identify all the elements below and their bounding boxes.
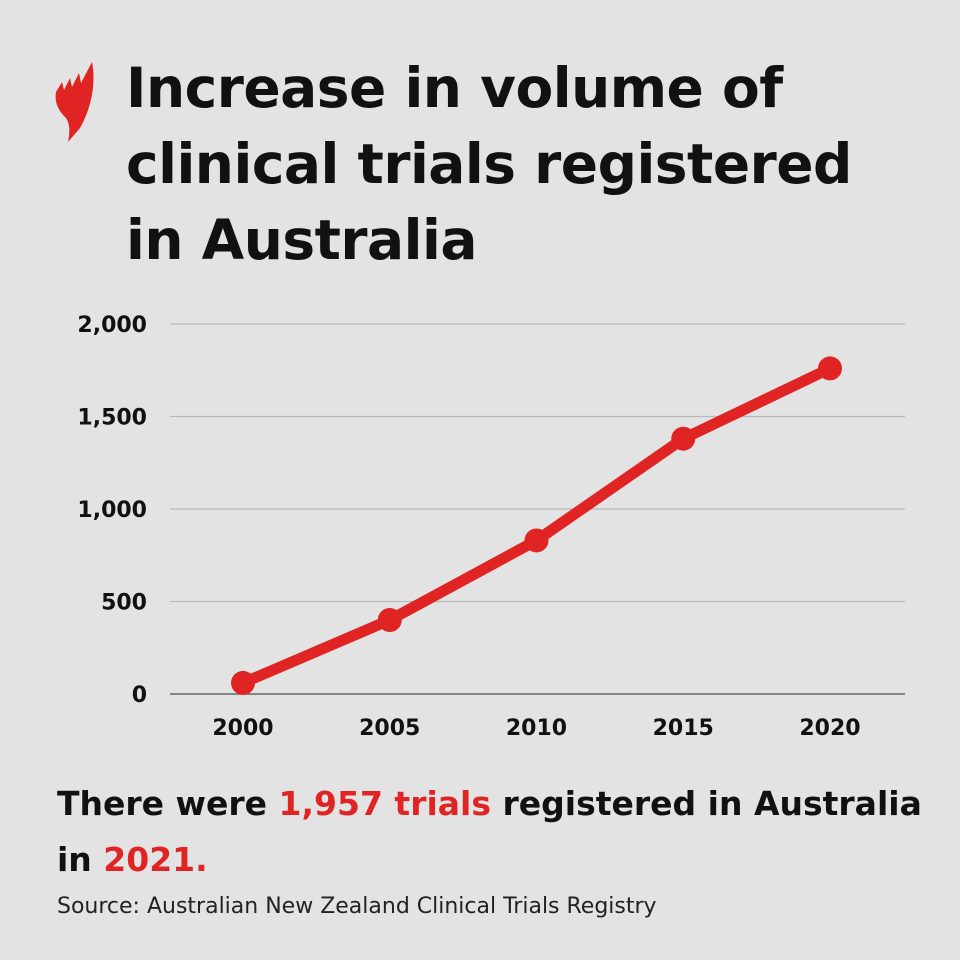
summary-text: There were 1,957 trials registered in Au… xyxy=(57,776,937,888)
y-tick-label: 1,000 xyxy=(77,498,147,523)
x-tick-label: 2015 xyxy=(653,716,714,741)
series-line xyxy=(237,362,836,689)
y-tick-label: 0 xyxy=(132,683,147,708)
data-point xyxy=(671,426,696,451)
sbs-logo-icon xyxy=(55,62,94,142)
x-tick-label: 2020 xyxy=(799,716,860,741)
y-tick-label: 2,000 xyxy=(77,313,147,338)
line-chart: 0 500 1,000 1,500 2,000 2000 2005 2010 2015 2020 xyxy=(77,313,905,741)
x-tick-label: 2010 xyxy=(506,716,567,741)
x-tick-label: 2005 xyxy=(359,716,420,741)
x-tick-label: 2000 xyxy=(212,716,273,741)
y-tick-label: 500 xyxy=(101,591,147,616)
summary-highlight-year: 2021. xyxy=(103,840,208,879)
chart-title: Increase in volume of clinical trials re… xyxy=(126,56,852,272)
summary-part2: registered in Australia in xyxy=(57,784,922,879)
summary-highlight-trials: 1,957 trials xyxy=(278,784,492,823)
summary-part1: There were xyxy=(57,784,279,823)
data-point xyxy=(524,528,549,553)
data-point xyxy=(377,608,402,632)
data-point xyxy=(231,670,255,695)
y-tick-label: 1,500 xyxy=(77,406,147,431)
data-point xyxy=(818,356,842,381)
source-note: Source: Australian New Zealand Clinical … xyxy=(57,894,657,919)
